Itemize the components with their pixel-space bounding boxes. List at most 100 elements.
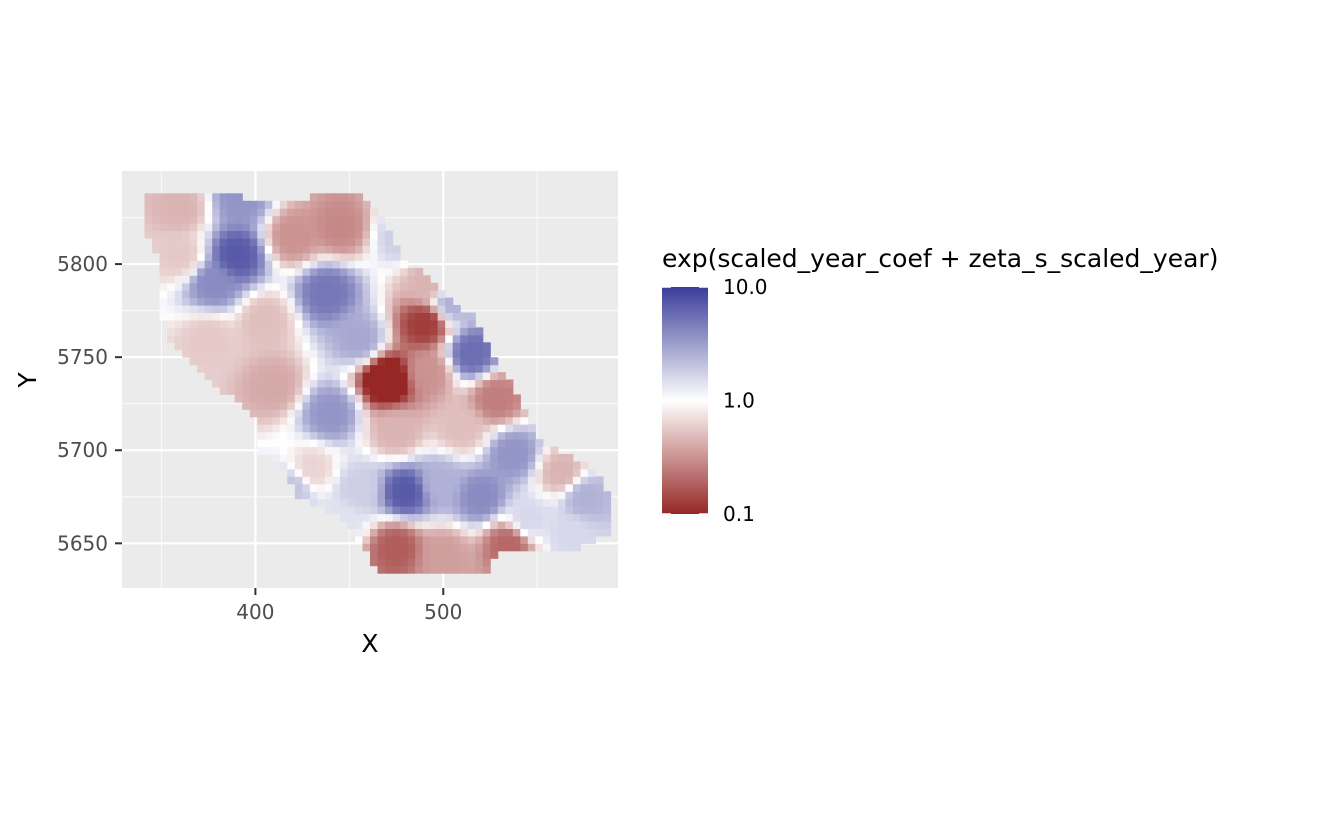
raster-cell bbox=[445, 334, 454, 343]
raster-cell bbox=[437, 349, 446, 358]
raster-cell bbox=[392, 275, 401, 284]
raster-cell bbox=[159, 275, 168, 284]
raster-cell bbox=[392, 372, 401, 381]
raster-cell bbox=[550, 491, 559, 500]
raster-cell bbox=[512, 521, 521, 529]
raster-cell bbox=[512, 476, 521, 485]
raster-cell bbox=[445, 446, 454, 455]
raster-cell bbox=[242, 327, 251, 336]
raster-cell bbox=[452, 521, 461, 529]
raster-cell bbox=[535, 543, 544, 552]
raster-cell bbox=[309, 409, 318, 418]
raster-cell bbox=[347, 193, 356, 202]
raster-cell bbox=[527, 483, 536, 492]
raster-cell bbox=[482, 349, 491, 358]
raster-cell bbox=[272, 327, 281, 336]
raster-cell bbox=[467, 521, 476, 529]
raster-cell bbox=[520, 535, 529, 544]
raster-cell bbox=[242, 245, 251, 254]
raster-cell bbox=[400, 491, 409, 500]
raster-cell bbox=[324, 401, 333, 410]
raster-cell bbox=[362, 208, 371, 217]
raster-cell bbox=[347, 267, 356, 276]
raster-cell bbox=[287, 394, 296, 403]
raster-cell bbox=[475, 372, 484, 381]
raster-cell bbox=[512, 506, 521, 515]
raster-cell bbox=[370, 372, 379, 381]
raster-cell bbox=[257, 290, 266, 299]
raster-cell bbox=[572, 521, 581, 529]
raster-cell bbox=[362, 483, 371, 492]
raster-cell bbox=[542, 461, 551, 470]
raster-cell bbox=[520, 483, 529, 492]
raster-cell bbox=[249, 409, 258, 418]
raster-cell bbox=[445, 454, 454, 462]
raster-cell bbox=[249, 372, 258, 381]
raster-cell bbox=[512, 454, 521, 462]
raster-cell bbox=[557, 543, 566, 552]
raster-cell bbox=[339, 349, 348, 358]
raster-cell bbox=[234, 260, 243, 269]
raster-cell bbox=[347, 409, 356, 418]
raster-cell bbox=[557, 535, 566, 544]
raster-cell bbox=[309, 297, 318, 306]
raster-cell bbox=[445, 416, 454, 425]
y-tick-label: 5750 bbox=[57, 345, 108, 369]
raster-cell bbox=[362, 521, 371, 529]
raster-cell bbox=[174, 215, 183, 224]
raster-cell bbox=[370, 454, 379, 462]
raster-cell bbox=[385, 476, 394, 485]
raster-cell bbox=[512, 416, 521, 425]
raster-cell bbox=[212, 327, 221, 336]
raster-cell bbox=[535, 461, 544, 470]
raster-cell bbox=[377, 275, 386, 284]
raster-cell bbox=[377, 498, 386, 507]
raster-cell bbox=[264, 208, 273, 217]
raster-cell bbox=[392, 386, 401, 395]
raster-cell bbox=[497, 535, 506, 544]
raster-cell bbox=[527, 424, 536, 433]
raster-cell bbox=[490, 513, 499, 522]
raster-cell bbox=[490, 550, 499, 559]
raster-cell bbox=[362, 282, 371, 291]
raster-cell bbox=[249, 275, 258, 284]
raster-cell bbox=[452, 431, 461, 440]
raster-cell bbox=[445, 386, 454, 395]
raster-cell bbox=[595, 483, 604, 492]
raster-cell bbox=[392, 327, 401, 336]
raster-cell bbox=[242, 208, 251, 217]
raster-cell bbox=[460, 439, 469, 448]
raster-cell bbox=[264, 245, 273, 254]
raster-cell bbox=[355, 275, 364, 284]
raster-cell bbox=[219, 193, 228, 202]
raster-cell bbox=[475, 528, 484, 537]
raster-cell bbox=[317, 483, 326, 492]
raster-cell bbox=[272, 223, 281, 232]
raster-cell bbox=[294, 267, 303, 276]
raster-cell bbox=[212, 364, 221, 373]
raster-cell bbox=[497, 506, 506, 515]
raster-cell bbox=[400, 342, 409, 351]
raster-cell bbox=[407, 401, 416, 410]
raster-cell bbox=[460, 409, 469, 418]
raster-cell bbox=[294, 379, 303, 388]
raster-cell bbox=[287, 223, 296, 232]
raster-cell bbox=[159, 312, 168, 321]
raster-cell bbox=[347, 491, 356, 500]
raster-cell bbox=[324, 394, 333, 403]
raster-cell bbox=[557, 483, 566, 492]
raster-cell bbox=[407, 357, 416, 366]
raster-cell bbox=[497, 372, 506, 381]
raster-cell bbox=[452, 349, 461, 358]
raster-cell bbox=[460, 357, 469, 366]
raster-cell bbox=[174, 208, 183, 217]
raster-cell bbox=[144, 215, 153, 224]
raster-cell bbox=[302, 439, 311, 448]
raster-cell bbox=[535, 491, 544, 500]
raster-cell bbox=[204, 290, 213, 299]
raster-cell bbox=[355, 327, 364, 336]
raster-cell bbox=[445, 394, 454, 403]
raster-cell bbox=[355, 297, 364, 306]
raster-cell bbox=[475, 513, 484, 522]
raster-cell bbox=[377, 260, 386, 269]
